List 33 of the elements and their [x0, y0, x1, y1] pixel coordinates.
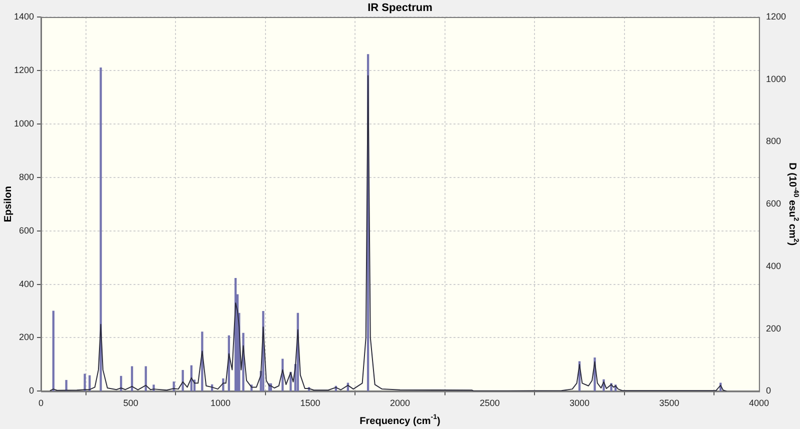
chart-title: IR Spectrum — [368, 2, 433, 14]
x-tick-label: 3500 — [659, 398, 680, 408]
y-axis-title: Epsilon — [2, 186, 14, 222]
bar — [222, 378, 224, 392]
x-tick-label: 2500 — [480, 398, 500, 408]
y2-tick-label: 1200 — [766, 11, 786, 22]
bar — [144, 366, 147, 392]
y-tick-label: 200 — [18, 332, 34, 342]
y2-tick-label: 800 — [766, 136, 782, 146]
y-tick-label: 800 — [18, 172, 34, 182]
y2-tick-label: 1000 — [766, 74, 786, 84]
x-tick-label: 0 — [38, 398, 44, 408]
bar — [182, 370, 184, 392]
y2-tick-label: 400 — [766, 260, 782, 271]
x-tick-label: 2000 — [390, 398, 410, 408]
x-tick-label: 1500 — [300, 398, 320, 408]
bar — [65, 380, 68, 392]
y-tick-label: 1400 — [14, 11, 34, 22]
bar — [52, 310, 54, 392]
bar — [100, 68, 102, 392]
y-tick-label: 1000 — [14, 118, 34, 128]
y-tick-label: 600 — [18, 225, 34, 236]
x-tick-label: 1000 — [210, 398, 231, 408]
y2-tick-label: 0 — [766, 386, 772, 396]
y-tick-label: 1200 — [14, 64, 34, 75]
y2-tick-label: 200 — [766, 323, 782, 334]
bar — [84, 374, 86, 392]
y2-tick-label: 600 — [766, 198, 782, 209]
y-tick-label: 400 — [18, 278, 34, 289]
x-tick-label: 500 — [123, 398, 138, 408]
x-tick-label: 3000 — [569, 398, 590, 408]
y-tick-label: 0 — [28, 386, 34, 396]
x-tick-label: 4000 — [748, 398, 770, 408]
